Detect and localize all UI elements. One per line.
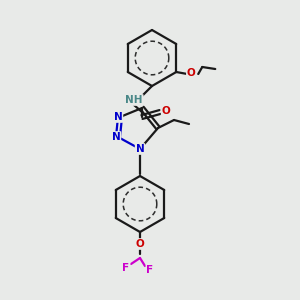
- Text: F: F: [122, 263, 130, 273]
- Text: N: N: [136, 144, 144, 154]
- Text: NH: NH: [125, 95, 143, 105]
- Text: O: O: [136, 239, 144, 249]
- Text: O: O: [187, 68, 196, 78]
- Text: N: N: [112, 132, 120, 142]
- Text: F: F: [146, 265, 154, 275]
- Text: O: O: [162, 106, 170, 116]
- Text: N: N: [114, 112, 122, 122]
